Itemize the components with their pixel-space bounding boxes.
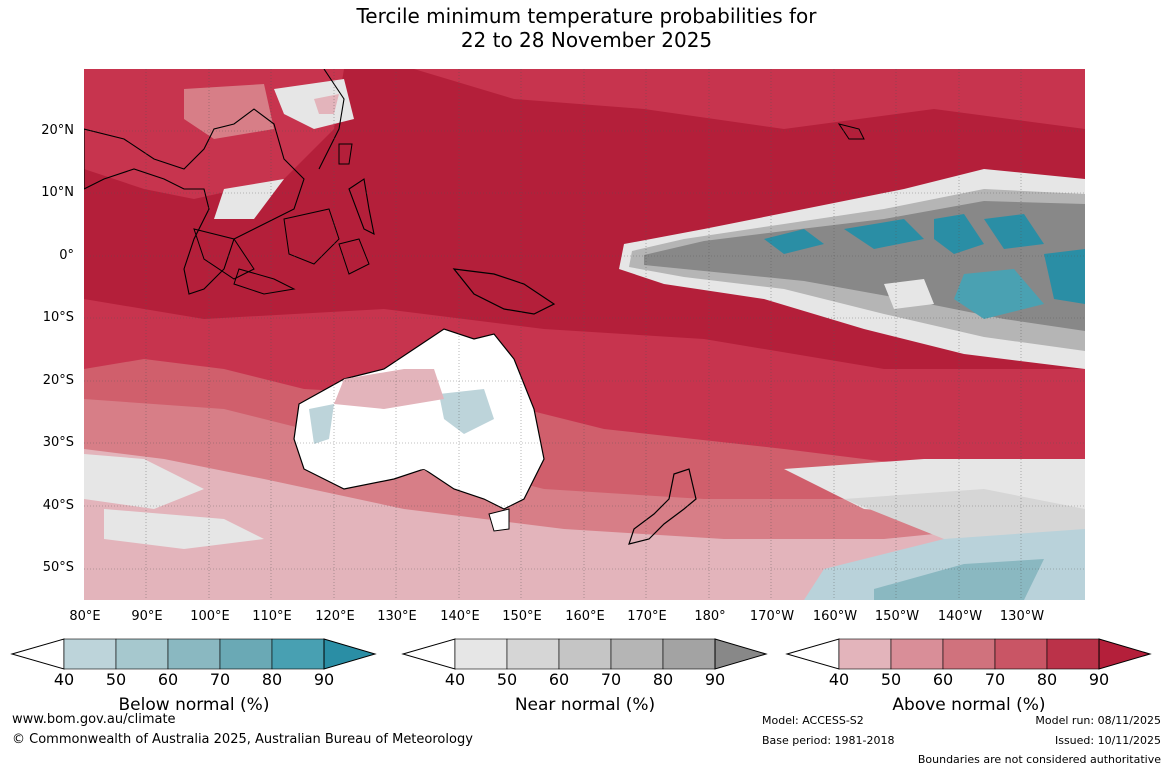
lat-label-10n: 10°N bbox=[41, 185, 74, 200]
tasmania bbox=[488, 508, 510, 532]
lon-label-160w: 160°W bbox=[812, 609, 858, 624]
colorbar-above-svg bbox=[785, 638, 1152, 670]
lon-label-140w: 140°W bbox=[937, 609, 983, 624]
lon-label-110e: 110°E bbox=[252, 609, 292, 624]
lon-label-170e: 170°E bbox=[627, 609, 667, 624]
new-zealand bbox=[628, 468, 697, 545]
above-normal-label: Above normal (%) bbox=[892, 695, 1046, 715]
near-40-patch-north-west bbox=[274, 79, 354, 129]
above-tick-50: 50 bbox=[880, 670, 902, 689]
footer-disclaimer: Boundaries are not considered authoritat… bbox=[917, 753, 1161, 766]
below-90-patch-4 bbox=[984, 214, 1044, 249]
above-tick-60: 60 bbox=[932, 670, 954, 689]
lat-label-30s: 30°S bbox=[42, 435, 74, 450]
below-90-patch-5 bbox=[1044, 249, 1085, 304]
lon-label-150w: 150°W bbox=[874, 609, 920, 624]
title-line-1: Tercile minimum temperature probabilitie… bbox=[356, 4, 817, 28]
lon-label-130w: 130°W bbox=[999, 609, 1045, 624]
near-tick-80: 80 bbox=[652, 670, 674, 689]
graticule bbox=[84, 69, 1085, 600]
lon-label-100e: 100°E bbox=[190, 609, 230, 624]
lon-label-180: 180° bbox=[694, 609, 726, 624]
lat-label-40s: 40°S bbox=[42, 498, 74, 513]
lon-label-140e: 140°E bbox=[440, 609, 480, 624]
near-40-patch-south-west-2 bbox=[104, 509, 264, 549]
above-60-patch-north-west bbox=[184, 84, 274, 139]
borneo bbox=[283, 208, 340, 265]
footer-model: Model: ACCESS-S2 bbox=[762, 714, 864, 727]
below-normal-label: Below normal (%) bbox=[118, 695, 270, 715]
below-tick-60: 60 bbox=[157, 670, 179, 689]
australia-north-above-patch bbox=[334, 369, 444, 409]
below-80-patch-6 bbox=[954, 269, 1044, 319]
lat-label-20n: 20°N bbox=[41, 123, 74, 138]
lat-label-20s: 20°S bbox=[42, 373, 74, 388]
hawaii bbox=[837, 123, 865, 140]
near-40-patch-7 bbox=[884, 279, 934, 309]
java bbox=[233, 268, 296, 295]
australia-interior-white bbox=[384, 429, 514, 489]
below-tick-50: 50 bbox=[105, 670, 127, 689]
lon-label-150e: 150°E bbox=[502, 609, 542, 624]
near-tick-90: 90 bbox=[704, 670, 726, 689]
above-tick-70: 70 bbox=[984, 670, 1006, 689]
colorbar-near-svg bbox=[401, 638, 768, 670]
near-tick-60: 60 bbox=[548, 670, 570, 689]
map-title: Tercile minimum temperature probabilitie… bbox=[0, 4, 1173, 52]
lon-label-80e: 80°E bbox=[69, 609, 101, 624]
above-50-region-south bbox=[84, 449, 1085, 600]
lat-label-10s: 10°S bbox=[42, 310, 74, 325]
near-tick-70: 70 bbox=[600, 670, 622, 689]
philippines bbox=[348, 178, 375, 235]
below-90-patch-1 bbox=[764, 229, 824, 254]
map-canvas bbox=[84, 69, 1085, 600]
colorbar-above-normal bbox=[785, 638, 1153, 672]
near-tick-40: 40 bbox=[444, 670, 466, 689]
sulawesi bbox=[338, 238, 370, 275]
near-normal-label: Near normal (%) bbox=[514, 695, 656, 715]
footer-model-run: Model run: 08/11/2025 bbox=[1035, 714, 1161, 727]
footer-issued: Issued: 10/11/2025 bbox=[1054, 734, 1161, 747]
near-tick-50: 50 bbox=[496, 670, 518, 689]
title-line-2: 22 to 28 November 2025 bbox=[460, 28, 713, 52]
footer-website: www.bom.gov.au/climate bbox=[12, 712, 176, 727]
australia-west-below-patch bbox=[309, 404, 334, 444]
footer-copyright: © Commonwealth of Australia 2025, Austra… bbox=[12, 732, 473, 747]
below-tick-40: 40 bbox=[53, 670, 75, 689]
near-40-patch-south-west bbox=[84, 454, 204, 509]
colorbar-below-normal bbox=[10, 638, 378, 672]
lon-label-160e: 160°E bbox=[565, 609, 605, 624]
colorbar-near-normal bbox=[401, 638, 769, 672]
below-90-patch-2 bbox=[844, 219, 924, 249]
lon-label-130e: 130°E bbox=[377, 609, 417, 624]
sumatra bbox=[193, 228, 255, 280]
above-tick-90: 90 bbox=[1088, 670, 1110, 689]
below-tick-80: 80 bbox=[261, 670, 283, 689]
new-guinea bbox=[452, 268, 556, 315]
below-tick-90: 90 bbox=[313, 670, 335, 689]
lon-label-170w: 170°W bbox=[749, 609, 795, 624]
above-tick-40: 40 bbox=[828, 670, 850, 689]
above-tick-80: 80 bbox=[1036, 670, 1058, 689]
lat-label-0: 0° bbox=[59, 248, 74, 263]
above-50-patch-north-west bbox=[314, 94, 339, 114]
above-80-region-north bbox=[414, 69, 1085, 129]
lat-label-50s: 50°S bbox=[42, 560, 74, 575]
footer-base-period: Base period: 1981-2018 bbox=[762, 734, 895, 747]
lon-label-90e: 90°E bbox=[131, 609, 163, 624]
probability-map bbox=[84, 69, 1085, 600]
lon-label-120e: 120°E bbox=[315, 609, 355, 624]
china-coastline bbox=[318, 69, 345, 170]
below-tick-70: 70 bbox=[209, 670, 231, 689]
colorbar-below-svg bbox=[10, 638, 377, 670]
australia-below-patch bbox=[439, 389, 494, 434]
taiwan bbox=[338, 143, 353, 165]
near-40-patch-west bbox=[214, 179, 284, 219]
